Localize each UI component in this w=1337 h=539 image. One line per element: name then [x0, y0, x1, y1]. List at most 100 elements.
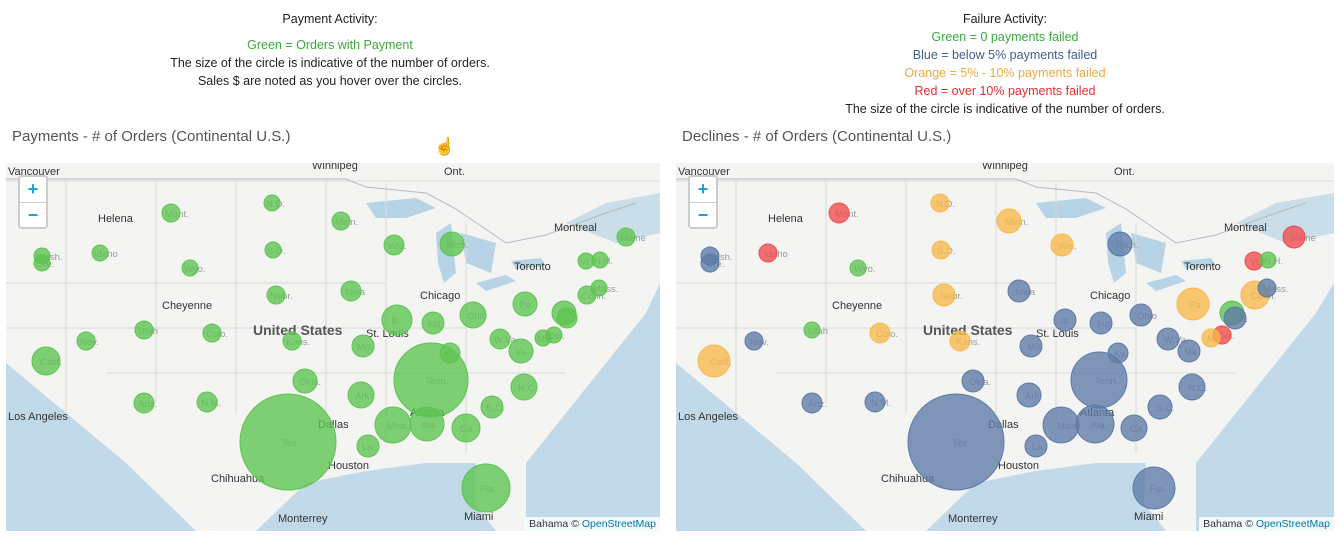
bubble-ky[interactable]: [439, 342, 461, 364]
bubble-mo[interactable]: [351, 334, 375, 358]
attribution-prefix: Bahama: [1203, 518, 1243, 530]
osm-link[interactable]: OpenStreetMap: [1255, 518, 1330, 530]
declines-legend-blue: Blue = below 5% payments failed: [912, 48, 1098, 62]
bubble-okla[interactable]: [961, 369, 985, 393]
bubble-kans[interactable]: [282, 331, 302, 351]
bubble-ind[interactable]: [1089, 311, 1113, 335]
bubble-fla[interactable]: [461, 463, 511, 513]
bubble-wis[interactable]: [1050, 233, 1074, 257]
bubble-sc[interactable]: [1147, 394, 1173, 420]
bubble-nc[interactable]: [1178, 373, 1206, 401]
bubble-calif[interactable]: [697, 344, 731, 378]
bubble-ohio[interactable]: [459, 301, 487, 329]
bubble-pa[interactable]: [512, 291, 538, 317]
city-label: Monterrey: [278, 513, 328, 525]
bubble-minn[interactable]: [331, 211, 351, 231]
bubble-nc[interactable]: [510, 373, 538, 401]
payments-map-canvas[interactable]: Mont.N.D.Minn.IdahoS.D.Wis.Mich.Wyo.Nebr…: [6, 163, 660, 531]
payments-caption: Payment Activity: Green = Orders with Pa…: [0, 10, 660, 90]
declines-zoom-out-button[interactable]: −: [690, 202, 716, 227]
declines-zoom-in-button[interactable]: +: [697, 179, 709, 199]
declines-map-canvas[interactable]: Mont.N.D.Minn.IdahoS.D.Wis.Mich.Wyo.Nebr…: [676, 163, 1334, 531]
bubble-ala[interactable]: [1075, 404, 1115, 444]
bubble-nj[interactable]: [556, 307, 578, 329]
bubble-wyo[interactable]: [849, 259, 867, 277]
bubble-maine[interactable]: [616, 227, 636, 247]
bubble-ga[interactable]: [451, 413, 481, 443]
declines-map[interactable]: Mont.N.D.Minn.IdahoS.D.Wis.Mich.Wyo.Nebr…: [676, 163, 1334, 531]
bubble-ga[interactable]: [1120, 414, 1148, 442]
osm-link[interactable]: OpenStreetMap: [581, 518, 656, 530]
bubble-tex[interactable]: [907, 393, 1005, 491]
bubble-md[interactable]: [1201, 328, 1221, 348]
bubble-ark[interactable]: [347, 381, 375, 409]
bubble-va[interactable]: [508, 338, 534, 364]
bubble-nm[interactable]: [196, 391, 218, 413]
bubble-wva[interactable]: [1156, 327, 1180, 351]
bubble-la[interactable]: [356, 434, 380, 458]
bubble-mich[interactable]: [439, 231, 465, 257]
bubble-fla[interactable]: [1132, 466, 1176, 510]
bubble-colo[interactable]: [202, 323, 222, 343]
bubble-okla[interactable]: [292, 368, 318, 394]
bubble-ill[interactable]: [381, 304, 413, 336]
bubble-mich[interactable]: [1107, 231, 1133, 257]
bubble-ky[interactable]: [1107, 342, 1129, 364]
bubble-ariz[interactable]: [133, 392, 155, 414]
bubble-tenn[interactable]: [1070, 351, 1128, 409]
bubble-mass[interactable]: [590, 279, 608, 297]
bubble-md[interactable]: [534, 329, 552, 347]
bubble-wis[interactable]: [383, 234, 405, 256]
payments-caption-title: Payment Activity:: [282, 12, 378, 26]
bubble-la[interactable]: [1024, 434, 1048, 458]
bubble-utah[interactable]: [803, 321, 821, 339]
bubble-sc[interactable]: [480, 395, 504, 419]
bubble-minn[interactable]: [996, 208, 1022, 234]
bubble-pa[interactable]: [1176, 287, 1210, 321]
bubble-nm[interactable]: [864, 391, 886, 413]
bubble-tex[interactable]: [239, 393, 337, 491]
bubble-nj[interactable]: [1223, 306, 1247, 330]
bubble-ind[interactable]: [421, 311, 445, 335]
bubble-iowa[interactable]: [340, 280, 362, 302]
bubble-nd[interactable]: [263, 194, 281, 212]
bubble-ill[interactable]: [1053, 308, 1077, 332]
bubble-va[interactable]: [1177, 339, 1201, 363]
bubble-ariz[interactable]: [801, 392, 823, 414]
bubble-idaho[interactable]: [91, 244, 109, 262]
bubble-iowa[interactable]: [1007, 279, 1031, 303]
bubble-mo[interactable]: [1019, 334, 1043, 358]
bubble-nd[interactable]: [930, 193, 950, 213]
payments-map[interactable]: Mont.N.D.Minn.IdahoS.D.Wis.Mich.Wyo.Nebr…: [6, 163, 660, 531]
bubble-sd[interactable]: [264, 241, 282, 259]
bubble-nebr[interactable]: [932, 283, 956, 307]
bubble-ore[interactable]: [700, 253, 720, 273]
bubble-kans[interactable]: [949, 330, 971, 352]
bubble-maine[interactable]: [1282, 225, 1306, 249]
bubble-sd[interactable]: [931, 240, 951, 260]
bubble-utah[interactable]: [134, 320, 154, 340]
bubble-idaho[interactable]: [758, 243, 778, 263]
bubble-mont[interactable]: [828, 202, 850, 224]
bubble-colo[interactable]: [869, 322, 891, 344]
bubble-ohio[interactable]: [1129, 303, 1153, 327]
payments-zoom-in-button[interactable]: +: [27, 179, 39, 199]
bubble-ark[interactable]: [1016, 382, 1042, 408]
bubble-wva[interactable]: [489, 328, 511, 350]
bubble-nev[interactable]: [744, 331, 764, 351]
bubble-nh[interactable]: [591, 251, 609, 269]
bubble-mont[interactable]: [161, 203, 181, 223]
city-label: Cheyenne: [832, 300, 882, 312]
city-label: Toronto: [514, 261, 551, 273]
bubble-miss[interactable]: [1042, 406, 1080, 444]
bubble-miss[interactable]: [374, 406, 412, 444]
bubble-mass[interactable]: [1257, 278, 1277, 298]
payments-zoom-out-button[interactable]: −: [20, 202, 46, 227]
bubble-calif[interactable]: [31, 346, 61, 376]
bubble-nev[interactable]: [76, 331, 96, 351]
bubble-nh[interactable]: [1259, 251, 1277, 269]
bubble-wyo[interactable]: [181, 259, 199, 277]
city-label: Helena: [768, 213, 804, 225]
bubble-ore[interactable]: [33, 254, 51, 272]
bubble-nebr[interactable]: [266, 285, 286, 305]
